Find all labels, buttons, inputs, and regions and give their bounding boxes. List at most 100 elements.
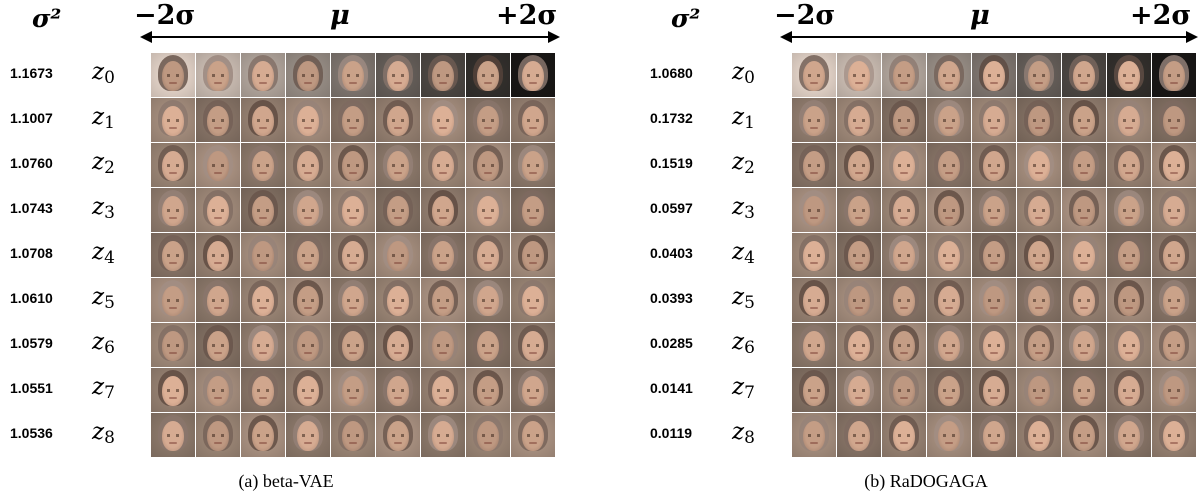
face-cell — [511, 413, 555, 457]
face-shape — [1028, 240, 1050, 271]
face-mouth — [945, 82, 953, 85]
face-eyes — [1123, 74, 1135, 78]
face-cell — [1062, 413, 1106, 457]
face-mouth — [169, 82, 177, 85]
face-shape — [1163, 60, 1185, 91]
face-cell — [421, 98, 465, 142]
face-cell — [466, 278, 510, 322]
face-shape — [1073, 285, 1095, 316]
face-mouth — [439, 352, 447, 355]
face-eyes — [257, 344, 269, 348]
face-mouth — [1035, 127, 1043, 130]
face-shape — [387, 420, 409, 451]
face-mouth — [1170, 217, 1178, 220]
latent-index: 3 — [104, 203, 115, 223]
face-cell — [1107, 233, 1151, 277]
face-cell — [151, 413, 195, 457]
face-eyes — [482, 344, 494, 348]
face-mouth — [349, 262, 357, 265]
face-mouth — [900, 442, 908, 445]
face-eyes — [943, 119, 955, 123]
face-cell — [927, 53, 971, 97]
face-cell — [927, 413, 971, 457]
face-shape — [803, 285, 825, 316]
face-eyes — [898, 74, 910, 78]
face-mouth — [439, 442, 447, 445]
face-cell — [792, 368, 836, 412]
face-mouth — [484, 217, 492, 220]
traversal-axis: −2σ μ +2σ — [134, 0, 560, 46]
face-eyes — [212, 254, 224, 258]
face-shape — [1163, 285, 1185, 316]
face-mouth — [810, 172, 818, 175]
face-mouth — [439, 127, 447, 130]
face-mouth — [484, 442, 492, 445]
face-cell — [1107, 278, 1151, 322]
face-cell — [511, 143, 555, 187]
face-mouth — [945, 442, 953, 445]
face-mouth — [484, 82, 492, 85]
face-mouth — [484, 307, 492, 310]
face-eyes — [212, 344, 224, 348]
latent-index: 5 — [104, 293, 115, 313]
face-shape — [893, 105, 915, 136]
face-cell — [1152, 413, 1196, 457]
variance-value: 0.0597 — [650, 200, 693, 216]
variance-header: σ² — [32, 4, 62, 33]
face-eyes — [347, 209, 359, 213]
face-eyes — [527, 299, 539, 303]
face-eyes — [437, 299, 449, 303]
face-mouth — [855, 262, 863, 265]
latent-index: 2 — [104, 158, 115, 178]
face-cell — [466, 143, 510, 187]
face-eyes — [853, 254, 865, 258]
face-mouth — [214, 217, 222, 220]
face-shape — [848, 240, 870, 271]
face-mouth — [810, 307, 818, 310]
latent-label: z7 — [732, 374, 755, 403]
face-cell — [882, 413, 926, 457]
face-cell — [151, 98, 195, 142]
face-eyes — [808, 389, 820, 393]
face-eyes — [1123, 389, 1135, 393]
face-cell — [1152, 188, 1196, 232]
face-cell — [927, 323, 971, 367]
face-cell — [421, 53, 465, 97]
face-mouth — [529, 172, 537, 175]
latent-index: 7 — [744, 383, 755, 403]
face-cell — [511, 368, 555, 412]
face-shape — [803, 420, 825, 451]
face-shape — [1028, 420, 1050, 451]
face-cell — [511, 98, 555, 142]
face-cell — [837, 98, 881, 142]
face-eyes — [853, 434, 865, 438]
face-shape — [1118, 105, 1140, 136]
face-shape — [252, 285, 274, 316]
face-mouth — [855, 217, 863, 220]
face-eyes — [302, 299, 314, 303]
face-shape — [1118, 150, 1140, 181]
variance-value: 0.0403 — [650, 245, 693, 261]
face-eyes — [392, 389, 404, 393]
face-eyes — [1078, 74, 1090, 78]
face-eyes — [988, 389, 1000, 393]
face-mouth — [169, 127, 177, 130]
face-mouth — [1035, 397, 1043, 400]
face-eyes — [167, 209, 179, 213]
face-shape — [522, 285, 544, 316]
face-eyes — [212, 119, 224, 123]
face-eyes — [257, 254, 269, 258]
face-mouth — [259, 262, 267, 265]
face-mouth — [259, 352, 267, 355]
face-shape — [207, 420, 229, 451]
face-eyes — [437, 434, 449, 438]
face-mouth — [1080, 82, 1088, 85]
face-cell — [1107, 323, 1151, 367]
face-cell — [792, 233, 836, 277]
face-shape — [1028, 285, 1050, 316]
face-mouth — [304, 397, 312, 400]
face-cell — [376, 323, 420, 367]
face-eyes — [1123, 344, 1135, 348]
variance-value: 1.0708 — [10, 245, 53, 261]
face-eyes — [167, 164, 179, 168]
